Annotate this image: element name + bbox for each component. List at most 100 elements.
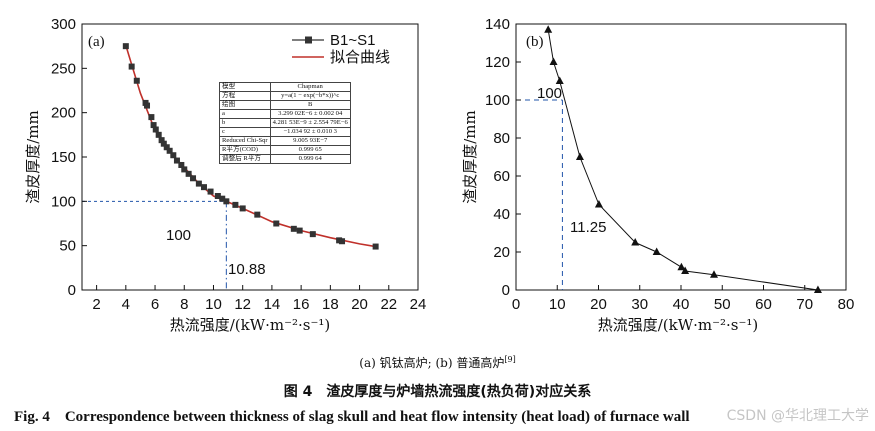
x-tick-label-b: 30 (631, 296, 648, 313)
x-tick-label-a: 16 (293, 296, 310, 313)
fit-table-value: 4.281 53E−9 ± 2.554 79E−6 (269, 118, 351, 128)
x-tick-label-a: 12 (234, 296, 251, 313)
data-point-a (160, 140, 167, 147)
y-tick-label-a: 300 (51, 16, 76, 33)
caption-english: Fig. 4 Correspondence between thickness … (14, 409, 690, 425)
data-point-a (148, 114, 155, 121)
fit-table-value: y=a(1 − exp(−b*x))^c (269, 91, 351, 101)
data-point-a (144, 102, 151, 109)
y-tick-label-b: 20 (493, 244, 510, 261)
fit-table-key: c (219, 127, 271, 137)
data-point-a (128, 63, 135, 70)
data-point-a (158, 137, 165, 144)
data-point-a (181, 166, 188, 173)
data-point-a (273, 220, 280, 227)
data-point-b (594, 200, 603, 208)
x-tick-label-b: 70 (796, 296, 813, 313)
fit-table-key: Reduced Chi-Sqr (219, 136, 271, 146)
fit-table-row: 方程 y=a(1 − exp(−b*x))^c (219, 91, 351, 101)
data-point-a (122, 43, 129, 50)
sub-caption: (a) 钒钛高炉; (b) 普通高炉[9] (0, 354, 875, 371)
x-tick-label-b: 20 (590, 296, 607, 313)
data-point-a (296, 227, 303, 234)
data-point-a (214, 193, 221, 200)
data-point-a (190, 175, 197, 182)
x-tick-label-a: 18 (322, 296, 339, 313)
data-point-a (185, 170, 192, 177)
data-point-a (178, 161, 185, 168)
fit-table-key: b (219, 118, 271, 128)
fit-table-key: 方程 (219, 91, 271, 101)
data-point-a (195, 180, 202, 187)
y-tick-label-a: 100 (51, 193, 76, 210)
x-tick-label-a: 20 (351, 296, 368, 313)
data-point-a (239, 205, 246, 212)
x-tick-label-b: 10 (549, 296, 566, 313)
fit-table-row: Reduced Chi-Sqr 9.005 93E−7 (219, 136, 351, 146)
fit-table-value: 9.005 93E−7 (269, 136, 351, 146)
data-point-a (163, 144, 170, 151)
ticks-b: 0 10 20 30 40 50 60 70 80 0 20 40 60 80 100 120 140 (485, 16, 854, 313)
y-tick-label-b: 60 (493, 168, 510, 185)
fit-table-key: 绘图 (219, 100, 271, 110)
data-point-a (219, 195, 226, 202)
series-line-b (547, 29, 819, 291)
annotation-100-a: 100 (166, 227, 191, 244)
data-point-a (166, 147, 173, 154)
y-tick-label-b: 0 (502, 282, 510, 299)
x-tick-label-b: 50 (714, 296, 731, 313)
x-tick-label-b: 40 (673, 296, 690, 313)
watermark: CSDN @华北理工大学 (726, 408, 869, 424)
fit-table-key: 调整后 R平方 (219, 154, 271, 164)
fit-table-value: 0.999 65 (269, 145, 351, 155)
fit-table-value: 3.299 02E−6 ± 0.002 04 (269, 109, 351, 119)
y-axis-title-a: 渣皮厚度/mm (24, 110, 42, 204)
y-tick-label-a: 250 (51, 60, 76, 77)
data-point-b (652, 247, 661, 255)
x-tick-label-a: 22 (380, 296, 397, 313)
y-tick-label-b: 140 (485, 16, 510, 33)
data-point-a (223, 198, 230, 205)
fit-table-row: a 3.299 02E−6 ± 0.002 04 (219, 109, 351, 119)
fit-table-row: b 4.281 53E−9 ± 2.554 79E−6 (219, 118, 351, 128)
x-tick-label-a: 14 (264, 296, 281, 313)
data-point-a (200, 184, 207, 191)
data-point-a (207, 188, 214, 195)
legend-label-fit: 拟合曲线 (330, 49, 390, 66)
annotation-10-88-a: 10.88 (228, 261, 266, 278)
data-point-b (677, 262, 686, 271)
legend-label-b1s1: B1~S1 (330, 32, 375, 49)
annotation-100-b: 100 (537, 85, 562, 102)
data-point-a (254, 211, 261, 218)
data-point-a (339, 238, 346, 245)
y-tick-label-b: 80 (493, 130, 510, 147)
fit-table-value: −1.034 92 ± 0.010 3 (269, 127, 351, 137)
plot-frame-b (515, 23, 847, 291)
data-point-a (133, 77, 140, 84)
fit-table-row: 模型 Chapman (219, 82, 351, 92)
sub-caption-ref: [9] (504, 355, 516, 364)
fit-table-key: R平方(COD) (219, 145, 271, 155)
fit-table-row: c −1.034 92 ± 0.010 3 (219, 127, 351, 137)
data-point-a (150, 122, 157, 129)
sub-caption-text: (a) 钒钛高炉; (b) 普通高炉 (359, 356, 505, 370)
data-point-a (155, 131, 162, 138)
y-tick-label-b: 100 (485, 92, 510, 109)
y-tick-label-a: 200 (51, 105, 76, 122)
fit-table-key: a (219, 109, 271, 119)
fit-table-row: R平方(COD) 0.999 65 (219, 145, 351, 155)
data-points-a (122, 43, 379, 250)
x-tick-label-a: 6 (151, 296, 159, 313)
x-tick-label-a: 4 (122, 296, 130, 313)
legend-marker-b1s1 (305, 36, 312, 44)
y-axis-title-b: 渣皮厚度/mm (461, 110, 479, 204)
y-tick-label-a: 0 (68, 282, 76, 299)
data-point-b (631, 238, 640, 246)
caption-chinese: 图 4 渣皮厚度与炉墙热流强度(热负荷)对应关系 (283, 384, 592, 400)
data-point-b (549, 57, 558, 65)
y-tick-label-a: 150 (51, 149, 76, 166)
fit-table-value: Chapman (269, 82, 351, 92)
